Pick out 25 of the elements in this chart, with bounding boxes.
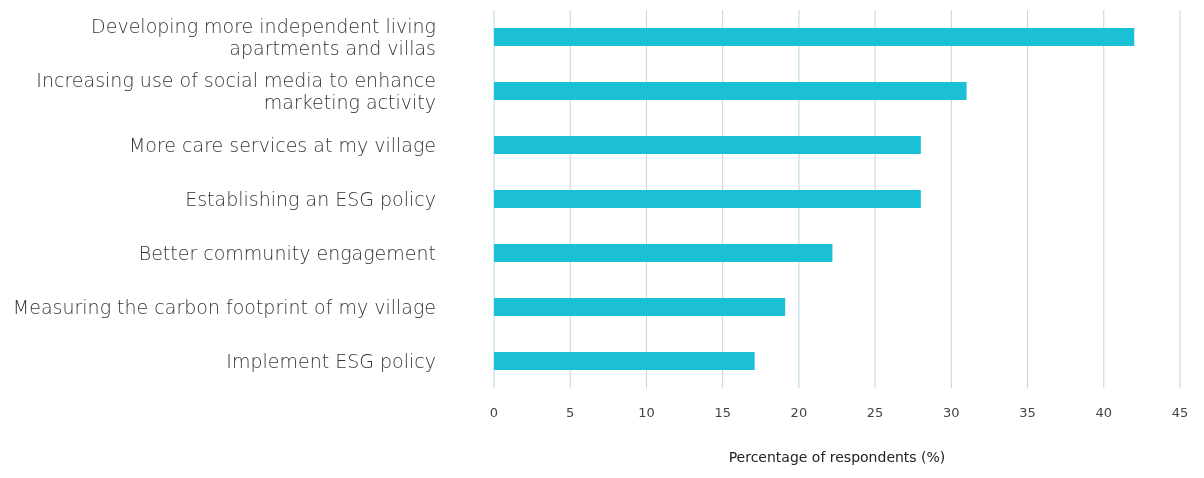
x-tick-label: 25	[866, 405, 884, 421]
y-tick-label: Better community engagement	[138, 241, 436, 264]
bar	[494, 298, 786, 316]
x-tick-label: 35	[1019, 405, 1036, 421]
y-tick-label: Developing more independent living apartments and villas	[91, 14, 436, 59]
x-tick-label: 10	[638, 405, 655, 421]
y-tick-label: Implement ESG policy	[226, 349, 436, 372]
bar	[494, 244, 833, 262]
x-tick-label: 45	[1171, 405, 1189, 421]
y-tick-label: More care services at my village	[128, 133, 436, 156]
y-tick-label: Measuring the carbon footprint of my village	[12, 295, 436, 318]
bar	[494, 28, 1135, 46]
y-tick-label: Establishing an ESG policy	[185, 187, 436, 210]
bar	[494, 136, 921, 154]
x-tick-label: 5	[566, 405, 575, 421]
bar	[494, 82, 967, 100]
y-tick-label: Increasing use of social media to enhance marketing activity	[36, 68, 436, 113]
x-tick-label: 20	[790, 405, 808, 421]
x-tick-label: 30	[943, 405, 960, 421]
x-axis-title: Percentage of respondents (%)	[728, 449, 946, 465]
bar	[494, 190, 921, 208]
x-tick-label: 15	[714, 405, 731, 421]
bar	[494, 352, 755, 370]
x-tick-label: 0	[489, 405, 499, 421]
x-tick-label: 40	[1095, 405, 1113, 421]
